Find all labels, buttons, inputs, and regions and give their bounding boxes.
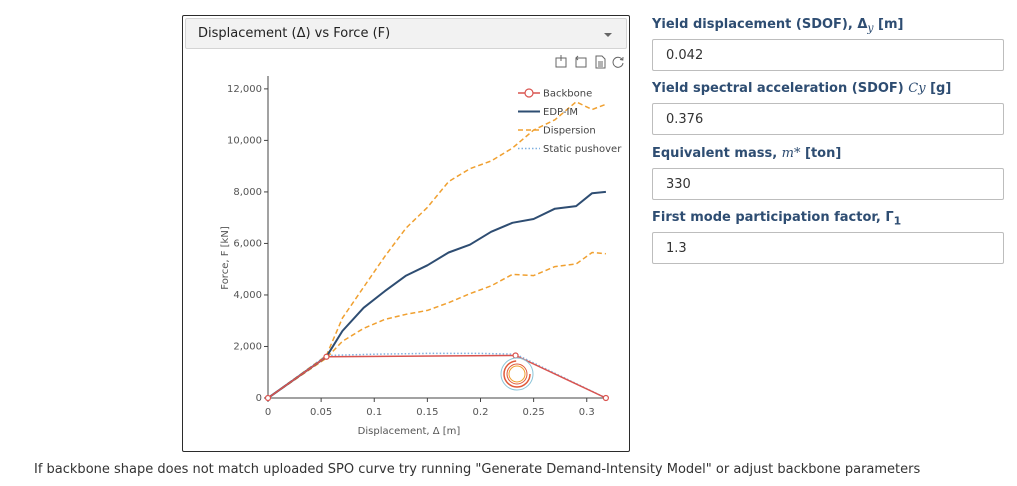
series-line-dispersion — [267, 251, 606, 399]
legend-entry[interactable]: EDP-IM — [543, 107, 578, 118]
yield-displacement-input[interactable] — [652, 39, 1004, 71]
x-tick-label: 0.25 — [522, 407, 544, 418]
series-line-backbone — [267, 354, 607, 399]
reset-icon[interactable] — [611, 55, 625, 69]
displacement-force-chart: Displacement, Δ [m] Force, F [kN] 0 0.05 0… — [220, 76, 622, 437]
plot-panel: Displacement (Δ) vs Force (F) Displaceme… — [182, 15, 630, 452]
x-tick-label: 0 — [265, 407, 271, 418]
x-tick-label: 0.15 — [416, 407, 438, 418]
footer-note: If backbone shape does not match uploade… — [34, 462, 921, 477]
y-tick-label: 6,000 — [233, 238, 262, 249]
x-axis-label: Displacement, Δ [m] — [358, 426, 461, 437]
x-tick-label: 0.05 — [310, 407, 332, 418]
zoom-in-icon[interactable] — [554, 55, 568, 69]
equivalent-mass-label: Equivalent mass, m* [ton] — [652, 146, 842, 161]
plot-selector-dropdown[interactable]: Displacement (Δ) vs Force (F) — [185, 18, 627, 49]
backbone-point — [602, 394, 609, 402]
y-tick-label: 12,000 — [227, 84, 262, 95]
series-line-static-pushover — [267, 352, 607, 399]
x-tick-label: 0.2 — [473, 407, 489, 418]
backbone-point — [264, 394, 272, 402]
participation-factor-input[interactable] — [652, 232, 1004, 264]
y-tick-label: 8,000 — [233, 187, 262, 198]
chevron-down-icon[interactable] — [604, 33, 612, 37]
save-icon[interactable] — [593, 55, 607, 69]
y-tick-label: 0 — [256, 393, 262, 404]
series-line-edp-im — [267, 190, 606, 399]
yield-spectral-acceleration-input[interactable] — [652, 103, 1004, 135]
backbone-point — [512, 352, 519, 359]
equivalent-mass-input[interactable] — [652, 168, 1004, 200]
legend-marker — [524, 88, 534, 98]
x-tick-label: 0.1 — [366, 407, 382, 418]
yield-displacement-label: Yield displacement (SDOF), Δy [m] — [652, 17, 904, 35]
participation-factor-label: First mode participation factor, Γ1 — [652, 210, 902, 228]
zoom-out-icon[interactable] — [574, 55, 588, 69]
legend-entry[interactable]: Dispersion — [543, 126, 596, 137]
loading-spinner-icon — [500, 357, 534, 391]
y-tick-label: 2,000 — [233, 341, 262, 352]
backbone-point — [323, 353, 330, 360]
y-tick-label: 10,000 — [227, 135, 262, 146]
legend-entry[interactable]: Backbone — [543, 89, 592, 100]
yield-spectral-acceleration-label: Yield spectral acceleration (SDOF) Cy [g… — [652, 81, 952, 96]
y-tick-label: 4,000 — [233, 290, 262, 301]
plot-selector-label: Displacement (Δ) vs Force (F) — [198, 26, 391, 41]
series-line-dispersion — [267, 101, 607, 399]
y-axis-label: Force, F [kN] — [220, 226, 231, 290]
legend-entry[interactable]: Static pushover — [543, 144, 622, 155]
x-tick-label: 0.3 — [579, 407, 595, 418]
